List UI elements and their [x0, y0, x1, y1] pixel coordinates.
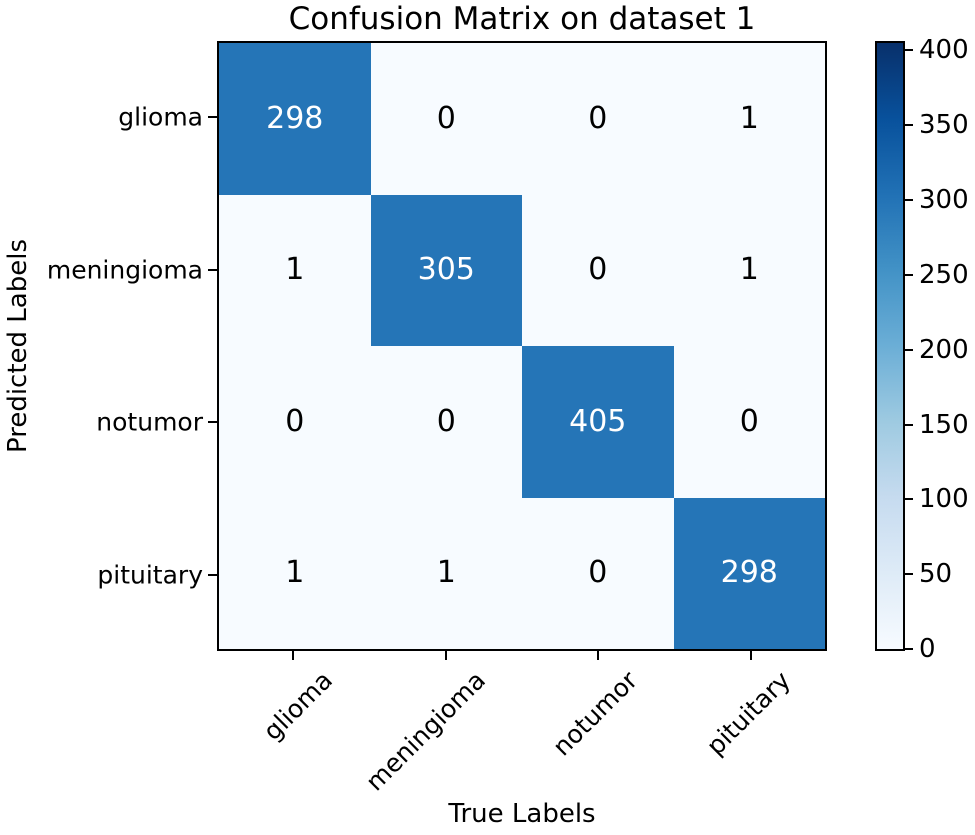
- colorbar-tick-label: 0: [919, 634, 936, 664]
- x-tick: [597, 651, 600, 660]
- x-tick-label: glioma: [257, 665, 339, 747]
- colorbar-tick-label: 350: [919, 110, 969, 141]
- y-tick: [208, 116, 217, 119]
- y-tick: [208, 268, 217, 271]
- y-tick: [208, 573, 217, 576]
- matrix-cell-notumor-pituitary: 0: [673, 346, 825, 498]
- matrix-cell-glioma-pituitary: 1: [673, 43, 825, 195]
- x-tick: [444, 651, 447, 660]
- matrix-cell-meningioma-pituitary: 1: [673, 194, 825, 346]
- colorbar: [875, 41, 905, 651]
- matrix-cell-notumor-notumor: 405: [522, 346, 674, 498]
- y-tick-label: notumor: [96, 407, 203, 437]
- colorbar-tick: [905, 124, 913, 127]
- y-tick-label: pituitary: [97, 560, 203, 590]
- x-tick: [749, 651, 752, 660]
- heatmap-grid: 298 0 0 1 1 305 0 1 0 0 405 0 1 1 0 298: [217, 41, 827, 651]
- colorbar-tick: [905, 199, 913, 202]
- chart-title: Confusion Matrix on dataset 1: [288, 1, 756, 37]
- matrix-cell-pituitary-meningioma: 1: [370, 497, 522, 649]
- y-tick-label: meningioma: [46, 255, 203, 285]
- colorbar-tick: [905, 648, 913, 650]
- colorbar-tick-label: 250: [919, 259, 969, 290]
- colorbar-tick: [905, 273, 913, 276]
- colorbar-tick-label: 300: [919, 185, 969, 216]
- colorbar-tick: [905, 498, 913, 501]
- x-tick-label: pituitary: [700, 665, 796, 761]
- matrix-cell-pituitary-notumor: 0: [522, 497, 674, 649]
- colorbar-tick-label: 100: [919, 484, 969, 515]
- colorbar-tick: [905, 49, 913, 52]
- colorbar-tick: [905, 348, 913, 351]
- x-tick: [292, 651, 295, 660]
- colorbar-tick: [905, 573, 913, 576]
- matrix-cell-pituitary-glioma: 1: [219, 497, 371, 649]
- y-tick: [208, 421, 217, 424]
- colorbar-tick-label: 50: [919, 559, 953, 590]
- matrix-cell-meningioma-notumor: 0: [522, 194, 674, 346]
- matrix-cell-notumor-meningioma: 0: [370, 346, 522, 498]
- matrix-cell-meningioma-meningioma: 305: [370, 194, 522, 346]
- colorbar-tick-label: 200: [919, 334, 969, 365]
- x-tick-label: meningioma: [359, 665, 491, 797]
- y-axis-label: Predicted Labels: [3, 238, 33, 454]
- y-tick-label: glioma: [118, 102, 203, 132]
- matrix-cell-glioma-meningioma: 0: [370, 43, 522, 195]
- x-tick-label: notumor: [547, 665, 644, 762]
- matrix-cell-glioma-glioma: 298: [219, 43, 371, 195]
- colorbar-tick: [905, 423, 913, 426]
- matrix-cell-glioma-notumor: 0: [522, 43, 674, 195]
- matrix-cell-notumor-glioma: 0: [219, 346, 371, 498]
- matrix-cell-pituitary-pituitary: 298: [673, 497, 825, 649]
- matrix-cell-meningioma-glioma: 1: [219, 194, 371, 346]
- colorbar-tick-label: 150: [919, 409, 969, 440]
- x-axis-label: True Labels: [448, 799, 596, 829]
- colorbar-tick-label: 400: [919, 35, 969, 66]
